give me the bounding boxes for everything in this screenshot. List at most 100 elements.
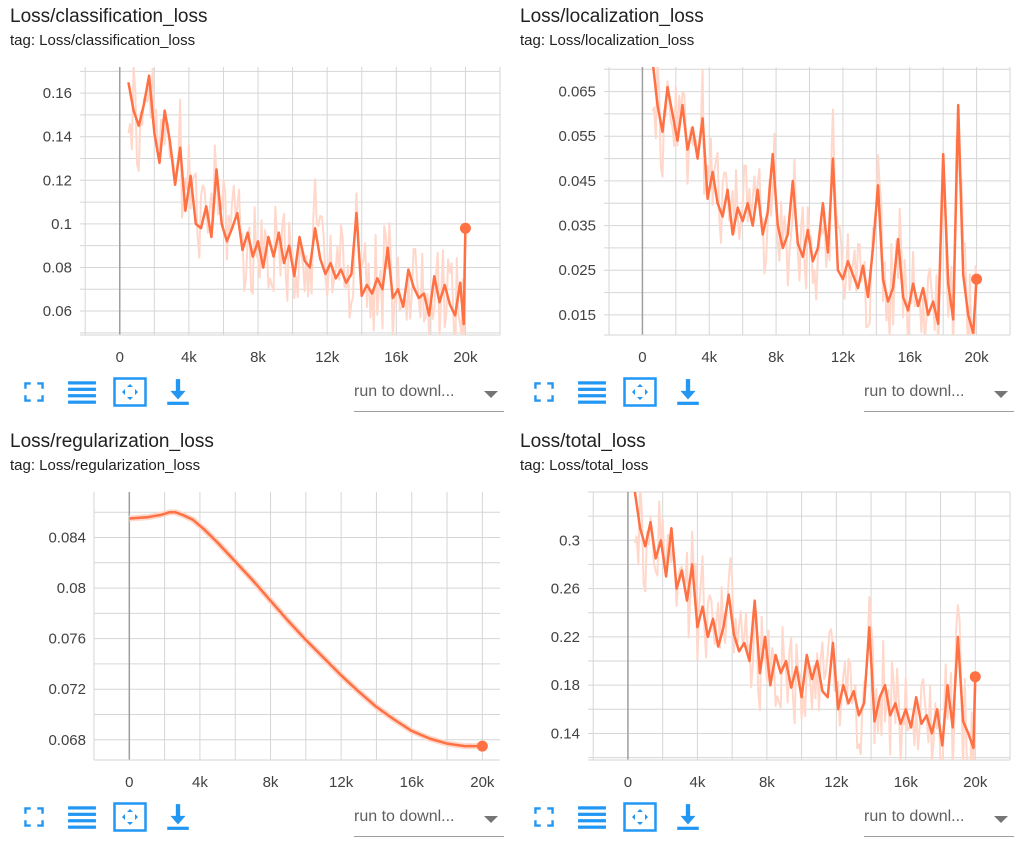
- chart-plot[interactable]: 0.06 0.08 0.1 0.12 0.14 0.16 0 4k 8k 12k 16k 20k: [10, 0, 510, 380]
- x-tick-label: 0: [125, 774, 133, 791]
- run-selector[interactable]: run to downl...: [354, 377, 504, 412]
- plot-area: [633, 492, 977, 760]
- x-tick-label: 4k: [181, 349, 197, 366]
- y-tick-label: 0.12: [43, 172, 72, 189]
- download-button[interactable]: [161, 375, 195, 409]
- card-title: Loss/regularization_loss: [10, 431, 214, 452]
- y-tick-label: 0.1: [51, 216, 72, 233]
- fullscreen-button[interactable]: [527, 375, 561, 409]
- smoothed-series-line: [127, 74, 467, 326]
- x-tick-label: 20k: [964, 349, 989, 366]
- chart-card-localization-loss: Loss/localization_loss tag: Loss/localiz…: [520, 0, 1020, 420]
- download-button[interactable]: [671, 800, 705, 834]
- fullscreen-button[interactable]: [17, 375, 51, 409]
- run-selector-label: run to downl...: [864, 808, 965, 825]
- fit-domain-icon: [113, 377, 147, 407]
- chevron-down-icon: [994, 391, 1008, 398]
- chevron-down-icon: [994, 816, 1008, 823]
- fit-domain-button[interactable]: [623, 800, 657, 834]
- fit-domain-icon: [623, 377, 657, 407]
- chart-card-regularization-loss: Loss/regularization_loss tag: Loss/regul…: [10, 425, 510, 845]
- x-tick-label: 20k: [963, 774, 988, 791]
- run-selector[interactable]: run to downl...: [864, 377, 1014, 412]
- x-tick-label: 8k: [768, 349, 784, 366]
- card-tag: tag: Loss/classification_loss: [10, 32, 196, 49]
- raw-series-line: [633, 492, 977, 760]
- y-tick-label: 0.084: [48, 530, 86, 547]
- end-point-marker: [459, 222, 471, 234]
- chart-plot[interactable]: 0.015 0.025 0.035 0.045 0.055 0.065 0 4k 8k 12k 16…: [520, 0, 1020, 380]
- y-tick-label: 0.3: [559, 532, 580, 549]
- fit-domain-button[interactable]: [113, 800, 147, 834]
- download-button[interactable]: [161, 800, 195, 834]
- chart-plot[interactable]: 0.14 0.18 0.22 0.26 0.3 0 4k 8k 12k 16k 20k: [520, 425, 1020, 805]
- fit-domain-icon: [623, 802, 657, 832]
- y-tick-label: 0.08: [57, 580, 86, 597]
- y-tick-label: 0.055: [558, 128, 596, 145]
- end-point-marker: [969, 671, 981, 683]
- raw-series-line: [127, 67, 467, 335]
- x-tick-label: 8k: [759, 774, 775, 791]
- y-tick-label: 0.16: [43, 85, 72, 102]
- fullscreen-button[interactable]: [527, 800, 561, 834]
- smoothed-series-line: [129, 510, 483, 748]
- fit-domain-button[interactable]: [623, 375, 657, 409]
- fullscreen-icon: [24, 382, 44, 402]
- grid-lines: [604, 67, 1011, 336]
- toggle-log-scale-button[interactable]: [65, 375, 99, 409]
- y-tick-label: 0.18: [551, 677, 580, 694]
- toggle-log-scale-button[interactable]: [575, 375, 609, 409]
- card-title: Loss/classification_loss: [10, 6, 208, 27]
- fullscreen-button[interactable]: [17, 800, 51, 834]
- run-selector-label: run to downl...: [354, 808, 455, 825]
- y-tick-label: 0.08: [43, 259, 72, 276]
- fit-domain-icon: [113, 802, 147, 832]
- x-tick-label: 8k: [263, 774, 279, 791]
- card-toolbar: run to downl...: [520, 375, 1020, 415]
- raw-series-line: [651, 67, 978, 335]
- download-icon: [677, 804, 699, 830]
- card-tag: tag: Loss/total_loss: [520, 457, 649, 474]
- chevron-down-icon: [484, 391, 498, 398]
- x-tick-label: 12k: [824, 774, 849, 791]
- x-tick-label: 20k: [453, 349, 478, 366]
- toggle-log-scale-button[interactable]: [65, 800, 99, 834]
- y-tick-label: 0.072: [48, 681, 86, 698]
- list-icon: [68, 806, 96, 829]
- y-tick-label: 0.076: [48, 631, 86, 648]
- x-tick-label: 0: [624, 774, 632, 791]
- y-tick-label: 0.045: [558, 173, 596, 190]
- y-tick-label: 0.06: [43, 303, 72, 320]
- smoothed-series-line: [651, 67, 978, 335]
- y-tick-label: 0.22: [551, 629, 580, 646]
- end-point-marker: [971, 273, 983, 285]
- x-tick-label: 0: [638, 349, 646, 366]
- chart-card-classification-loss: Loss/classification_loss tag: Loss/class…: [10, 0, 510, 420]
- fit-domain-button[interactable]: [113, 375, 147, 409]
- y-tick-label: 0.068: [48, 732, 86, 749]
- chevron-down-icon: [484, 816, 498, 823]
- x-tick-label: 12k: [831, 349, 856, 366]
- x-tick-label: 16k: [898, 349, 923, 366]
- toggle-log-scale-button[interactable]: [575, 800, 609, 834]
- download-button[interactable]: [671, 375, 705, 409]
- x-tick-label: 16k: [400, 774, 425, 791]
- run-selector-label: run to downl...: [354, 383, 455, 400]
- fullscreen-icon: [534, 807, 554, 827]
- x-tick-label: 12k: [315, 349, 340, 366]
- fullscreen-icon: [24, 807, 44, 827]
- y-tick-label: 0.015: [558, 307, 596, 324]
- x-tick-label: 4k: [192, 774, 208, 791]
- smoothed-series-line: [633, 492, 977, 750]
- y-tick-label: 0.14: [43, 129, 72, 146]
- run-selector[interactable]: run to downl...: [354, 802, 504, 837]
- card-toolbar: run to downl...: [10, 800, 510, 840]
- list-icon: [68, 381, 96, 404]
- card-title: Loss/total_loss: [520, 431, 646, 452]
- download-icon: [167, 804, 189, 830]
- card-tag: tag: Loss/localization_loss: [520, 32, 695, 49]
- run-selector[interactable]: run to downl...: [864, 802, 1014, 837]
- y-tick-label: 0.025: [558, 262, 596, 279]
- chart-plot[interactable]: 0.068 0.072 0.076 0.08 0.084 0 4k 8k 12k 16k 20k: [10, 425, 510, 805]
- run-selector-label: run to downl...: [864, 383, 965, 400]
